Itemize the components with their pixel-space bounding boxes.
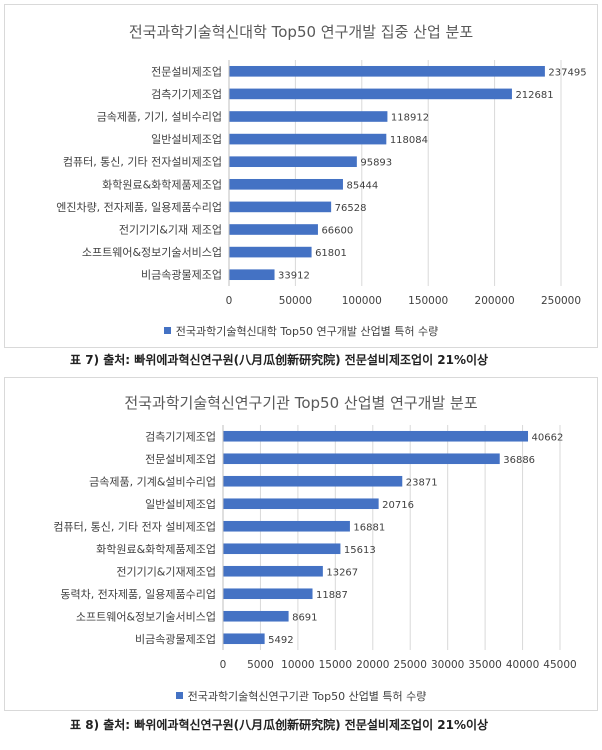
- x-tick-label: 45000: [543, 659, 576, 671]
- category-label: 동력차, 전자제품, 일용제품수리업: [60, 587, 216, 601]
- category-label: 소프트웨어&정보기술서비스업: [82, 246, 222, 259]
- bar: [223, 565, 323, 577]
- x-tick-label: 5000: [247, 659, 274, 671]
- bar: [229, 224, 318, 235]
- category-label: 검측기기제조업: [145, 430, 216, 443]
- x-tick-label: 100000: [342, 295, 382, 307]
- bar: [229, 201, 332, 213]
- data-label: 16881: [353, 522, 385, 533]
- legend-label: 전국과학기술혁신대학 Top50 연구개발 산업별 특허 수량: [175, 325, 439, 338]
- bar: [223, 520, 350, 532]
- data-label: 212681: [515, 90, 553, 101]
- figure-caption: 표 7) 출처: 빠위에과혁신연구원(八月瓜创新研究院) 전문설비제조업이 21…: [70, 353, 489, 367]
- data-label: 95893: [360, 158, 392, 169]
- figure-caption: 표 8) 출처: 빠위에과혁신연구원(八月瓜创新研究院) 전문설비제조업이 21…: [70, 718, 489, 732]
- data-label: 23871: [406, 477, 438, 488]
- x-tick-label: 250000: [541, 295, 581, 307]
- x-tick-label: 50000: [279, 295, 312, 307]
- data-label: 76528: [335, 203, 367, 214]
- bar: [229, 88, 512, 100]
- bar: [223, 543, 341, 555]
- category-label: 일반설비제조업: [151, 132, 222, 146]
- bar: [229, 65, 545, 77]
- bar: [229, 178, 343, 190]
- category-label: 전문설비제조업: [145, 453, 216, 466]
- bar: [229, 156, 357, 168]
- data-label: 13267: [326, 567, 358, 578]
- data-label: 15613: [344, 545, 376, 556]
- bar: [223, 453, 500, 465]
- category-label: 비금속광물제조업: [141, 269, 222, 282]
- bar: [223, 430, 529, 442]
- legend-swatch: [175, 692, 183, 699]
- category-label: 화학원료&화학제품제조업: [96, 543, 216, 556]
- data-label: 5492: [268, 635, 293, 646]
- bar: [229, 111, 388, 122]
- chart-legend: 전국과학기술혁신연구기관 Top50 산업별 특허 수량: [5, 688, 597, 704]
- bar: [223, 588, 313, 600]
- data-label: 66600: [321, 226, 353, 237]
- category-label: 금속제품, 기기, 설비수리업: [97, 111, 222, 124]
- x-tick-label: 10000: [281, 659, 314, 671]
- bar: [223, 633, 265, 645]
- data-label: 20716: [382, 500, 414, 511]
- x-tick-label: 35000: [468, 659, 501, 671]
- chart-panel-2: 전국과학기술혁신연구기관 Top50 산업별 연구개발 분포 0 5000 1000…: [4, 377, 598, 711]
- data-label: 11887: [316, 590, 348, 601]
- bar: [223, 475, 403, 487]
- legend-swatch: [163, 327, 171, 334]
- bar: [229, 246, 312, 258]
- category-label: 일반설비제조업: [145, 497, 216, 511]
- x-tick-label: 25000: [394, 659, 427, 671]
- category-label: 비금속광물제조업: [135, 633, 216, 646]
- x-tick-label: 15000: [319, 659, 352, 671]
- bar: [229, 269, 275, 281]
- data-label: 33912: [278, 271, 310, 282]
- category-label: 화학원료&화학제품제조업: [102, 178, 222, 191]
- category-label: 금속제품, 기계&설비수리업: [89, 475, 216, 488]
- data-label: 118912: [391, 113, 429, 124]
- category-label: 소프트웨어&정보기술서비스업: [76, 610, 216, 623]
- category-label: 전기기기&기재 제조업: [119, 224, 222, 237]
- x-tick-label: 0: [226, 295, 233, 307]
- chart-panel-1: 전국과학기술혁신대학 Top50 연구개발 집중 산업 분포 0 50000 100…: [4, 4, 598, 348]
- data-label: 237495: [548, 67, 586, 78]
- x-tick-label: 200000: [475, 295, 515, 307]
- bar: [223, 610, 289, 622]
- chart-title: 전국과학기술혁신대학 Top50 연구개발 집중 산업 분포: [128, 23, 474, 41]
- x-tick-label: 150000: [408, 295, 448, 307]
- bar-chart-2: 0 5000 10000 15000 20000 25000 30000 35000 40000…: [53, 425, 577, 671]
- category-label: 전기기기&기재제조업: [116, 565, 216, 578]
- data-label: 85444: [346, 180, 378, 191]
- category-label: 엔진차량, 전자제품, 일용제품수리업: [56, 200, 222, 214]
- data-label: 61801: [315, 248, 347, 259]
- x-tick-label: 40000: [506, 659, 539, 671]
- bar-chart-1: 0 50000 100000 150000 200000 250000 전문설비제조업 237…: [56, 60, 587, 307]
- chart-title: 전국과학기술혁신연구기관 Top50 산업별 연구개발 분포: [124, 394, 478, 412]
- category-label: 전문설비제조업: [151, 65, 222, 78]
- data-label: 40662: [532, 432, 564, 443]
- legend-label: 전국과학기술혁신연구기관 Top50 산업별 특허 수량: [187, 690, 427, 703]
- x-tick-label: 0: [220, 659, 227, 671]
- category-label: 컴퓨터, 통신, 기타 전자설비제조업: [63, 156, 222, 169]
- category-label: 검측기기제조업: [151, 88, 222, 101]
- category-label: 컴퓨터, 통신, 기타 전자 설비제조업: [53, 520, 216, 533]
- bar: [223, 498, 379, 510]
- chart-legend: 전국과학기술혁신대학 Top50 연구개발 산업별 특허 수량: [5, 323, 597, 339]
- data-label: 36886: [503, 455, 535, 466]
- data-label: 8691: [292, 612, 317, 623]
- data-label: 118084: [390, 135, 428, 146]
- x-tick-label: 30000: [431, 659, 464, 671]
- bar: [229, 133, 387, 145]
- x-tick-label: 20000: [356, 659, 389, 671]
